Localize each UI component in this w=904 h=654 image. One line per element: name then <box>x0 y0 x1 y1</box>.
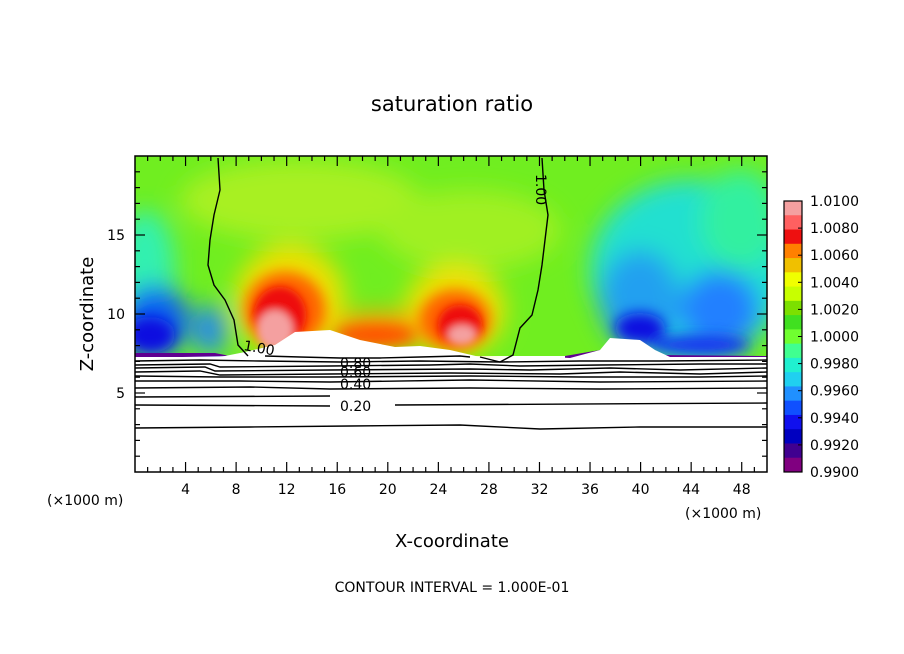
deep-blue-left <box>135 317 175 353</box>
colorbar-swatch <box>784 201 802 216</box>
colorbar-label: 0.9920 <box>810 438 859 454</box>
x-unit-label-left: (×1000 m) <box>47 493 123 509</box>
colorbar-label: 0.9900 <box>810 465 859 481</box>
x-unit-label-right: (×1000 m) <box>685 506 761 522</box>
contour-line <box>134 395 768 406</box>
colorbar-label: 0.9980 <box>810 357 859 373</box>
contour-label: 1.00 <box>532 174 548 205</box>
x-tick-label: 48 <box>733 482 751 498</box>
colorbar-label: 1.0100 <box>810 194 859 210</box>
contour-label: 0.60 <box>340 365 371 381</box>
deep-blue-right <box>650 335 750 355</box>
x-tick-label: 28 <box>480 482 498 498</box>
colorbar-label: 0.9940 <box>810 411 859 427</box>
colorbar-swatch <box>784 357 802 373</box>
left-blue-region <box>195 305 225 355</box>
contour-label: 0.40 <box>340 377 371 393</box>
colorbar: 1.0100 1.0080 1.0060 1.0040 1.0020 1.0000 0.99… <box>783 194 859 481</box>
colorbar-label: 1.0040 <box>810 275 859 291</box>
colorbar-swatch <box>784 343 802 359</box>
deep-blue-right <box>615 313 665 343</box>
contour-line <box>134 404 331 407</box>
contour-label: 1.00 <box>242 338 275 359</box>
colorbar-swatch <box>784 272 802 288</box>
x-tick-label: 40 <box>632 482 650 498</box>
colorbar-label: 1.0000 <box>810 330 859 346</box>
colorbar-label: 1.0080 <box>810 221 859 237</box>
x-tick-label: 44 <box>682 482 700 498</box>
contour-interval-note: CONTOUR INTERVAL = 1.000E-01 <box>335 580 570 596</box>
colorbar-swatch <box>784 429 802 444</box>
contour-line <box>135 379 768 383</box>
contour-line <box>134 386 768 390</box>
max-pink-right <box>448 325 476 345</box>
x-tick-label: 20 <box>379 482 397 498</box>
colorbar-swatch <box>784 443 802 459</box>
colorbar-swatch <box>784 414 802 430</box>
colorbar-swatch <box>784 215 802 231</box>
y-axis-title: Z-coordinate <box>77 257 98 372</box>
contour-line <box>134 363 767 368</box>
purple-base-left <box>135 353 230 358</box>
x-axis: 4 8 12 16 20 24 28 32 36 40 44 48 <box>147 156 755 498</box>
y-tick-label: 5 <box>116 386 125 402</box>
right-cyan-region <box>700 170 767 270</box>
y-axis: 5 10 15 <box>107 171 767 457</box>
x-tick-label: 8 <box>232 482 241 498</box>
contour-lines <box>134 157 768 430</box>
contour-line <box>207 157 249 357</box>
x-tick-label: 36 <box>581 482 599 498</box>
contour-line <box>264 355 471 359</box>
colorbar-swatch <box>784 258 802 273</box>
colorbar-swatch <box>784 243 802 259</box>
colorbar-swatch <box>784 372 802 387</box>
contour-line <box>134 370 768 376</box>
colorbar-swatch <box>784 400 802 416</box>
colorbar-label: 1.0060 <box>810 248 859 264</box>
contour-line <box>479 157 549 363</box>
chart-title: saturation ratio <box>371 92 533 116</box>
contour-line <box>134 424 767 430</box>
y-tick-label: 10 <box>107 307 125 323</box>
contour-line <box>134 366 768 372</box>
heatmap-field <box>135 156 767 472</box>
y-tick-label: 15 <box>107 228 125 244</box>
colorbar-swatch <box>784 229 802 245</box>
x-tick-label: 4 <box>181 482 190 498</box>
colorbar-swatch <box>784 329 802 345</box>
x-axis-title: X-coordinate <box>395 531 509 552</box>
x-tick-label: 12 <box>278 482 296 498</box>
upper-green-patch <box>180 160 420 240</box>
contour-line <box>134 375 768 378</box>
colorbar-swatch <box>784 315 802 330</box>
contour-label: 0.20 <box>340 399 371 415</box>
colorbar-label: 0.9960 <box>810 384 859 400</box>
contour-label: 0.80 <box>340 356 371 372</box>
contour-line <box>134 359 768 363</box>
colorbar-swatch <box>784 457 802 473</box>
colorbar-swatch <box>784 300 802 316</box>
x-tick-label: 32 <box>531 482 549 498</box>
x-tick-label: 24 <box>429 482 447 498</box>
x-tick-label: 16 <box>328 482 346 498</box>
colorbar-label: 1.0020 <box>810 302 859 318</box>
right-blue-region <box>680 270 760 350</box>
upper-green-patch <box>380 190 560 270</box>
colorbar-swatch <box>784 286 802 302</box>
colorbar-swatch <box>784 386 802 402</box>
